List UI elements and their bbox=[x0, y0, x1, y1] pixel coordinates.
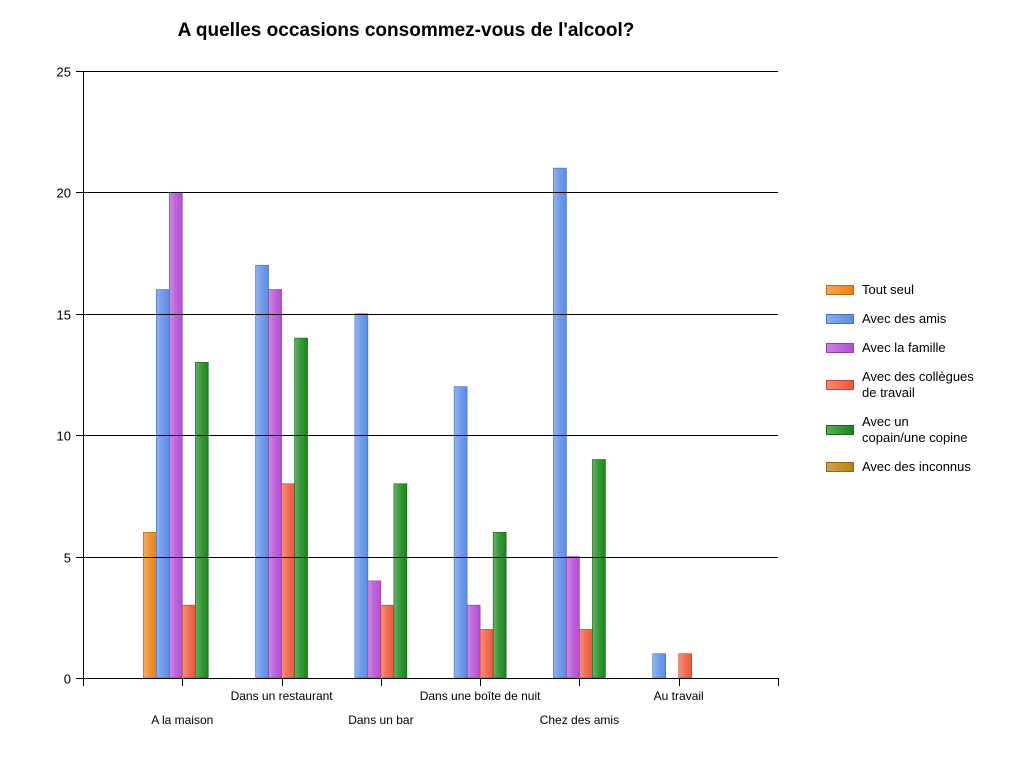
bar-series-3-cat-0 bbox=[181, 604, 196, 679]
axes-group bbox=[83, 71, 779, 686]
bar-series-1-cat-3 bbox=[453, 386, 468, 679]
bar-series-3-cat-4 bbox=[579, 629, 593, 679]
bar-series-4-cat-3 bbox=[492, 532, 507, 679]
y-tick-label: 5 bbox=[64, 551, 71, 566]
legend-swatch bbox=[826, 314, 854, 324]
bar-series-2-cat-4 bbox=[566, 556, 580, 679]
legend-swatch bbox=[826, 380, 854, 390]
x-category-label: Dans un bar bbox=[348, 713, 413, 727]
bar-series-2-cat-1 bbox=[268, 289, 282, 679]
legend-label: Avec un copain/une copine bbox=[862, 414, 968, 445]
bar-series-1-cat-1 bbox=[255, 264, 269, 679]
legend-label: Tout seul bbox=[862, 282, 915, 297]
legend-item-avec-des-collegues: Avec des collègues de travail bbox=[826, 369, 1016, 401]
legend-label: Avec des collègues de travail bbox=[862, 369, 974, 400]
bar-series-4-cat-4 bbox=[592, 459, 606, 679]
x-category-label: Au travail bbox=[654, 689, 704, 703]
bars-group bbox=[142, 167, 693, 679]
legend-item-avec-la-famille: Avec la famille bbox=[826, 340, 1016, 356]
x-category-labels: A la maison Dans un restaurant Dans un bar… bbox=[151, 689, 703, 727]
bar-series-2-cat-3 bbox=[466, 604, 481, 679]
bar-series-3-cat-1 bbox=[281, 483, 295, 679]
legend: Tout seul Avec des amis Avec la famille … bbox=[826, 282, 1016, 488]
x-category-label: Dans une boîte de nuit bbox=[420, 689, 541, 703]
bar-series-3-cat-5 bbox=[678, 653, 693, 679]
legend-swatch bbox=[826, 285, 854, 295]
y-tick-label: 25 bbox=[57, 65, 71, 80]
bar-series-1-cat-2 bbox=[354, 313, 369, 679]
gridlines-group bbox=[76, 71, 778, 679]
legend-label: Avec la famille bbox=[862, 340, 946, 355]
y-tick-labels: 0 5 10 15 20 25 bbox=[57, 65, 71, 687]
bar-series-4-cat-2 bbox=[393, 483, 408, 679]
bar-series-1-cat-5 bbox=[652, 653, 667, 679]
bar-series-2-cat-2 bbox=[367, 580, 382, 679]
bar-series-3-cat-3 bbox=[479, 629, 494, 679]
legend-item-avec-des-amis: Avec des amis bbox=[826, 311, 1016, 327]
legend-swatch bbox=[826, 425, 854, 435]
bar-series-1-cat-4 bbox=[553, 167, 567, 679]
chart-title: A quelles occasions consommez-vous de l'… bbox=[178, 20, 635, 41]
x-category-label: Chez des amis bbox=[540, 713, 619, 727]
legend-swatch bbox=[826, 462, 854, 472]
x-category-label: A la maison bbox=[151, 713, 213, 727]
bar-series-3-cat-2 bbox=[380, 604, 395, 679]
legend-item-avec-des-inconnus: Avec des inconnus bbox=[826, 459, 1016, 475]
bar-series-1-cat-0 bbox=[155, 289, 170, 679]
bar-series-0-cat-0 bbox=[142, 532, 157, 679]
y-tick-label: 0 bbox=[64, 672, 71, 687]
x-category-label: Dans un restaurant bbox=[231, 689, 334, 703]
legend-label: Avec des inconnus bbox=[862, 459, 971, 474]
bar-series-4-cat-1 bbox=[294, 337, 308, 679]
bar-series-4-cat-0 bbox=[194, 362, 209, 679]
y-tick-label: 20 bbox=[57, 186, 71, 201]
legend-item-avec-un-copain: Avec un copain/une copine bbox=[826, 414, 1016, 446]
legend-item-tout-seul: Tout seul bbox=[826, 282, 1016, 298]
y-tick-label: 10 bbox=[57, 429, 71, 444]
legend-swatch bbox=[826, 343, 854, 353]
y-tick-label: 15 bbox=[57, 308, 71, 323]
legend-label: Avec des amis bbox=[862, 311, 947, 326]
